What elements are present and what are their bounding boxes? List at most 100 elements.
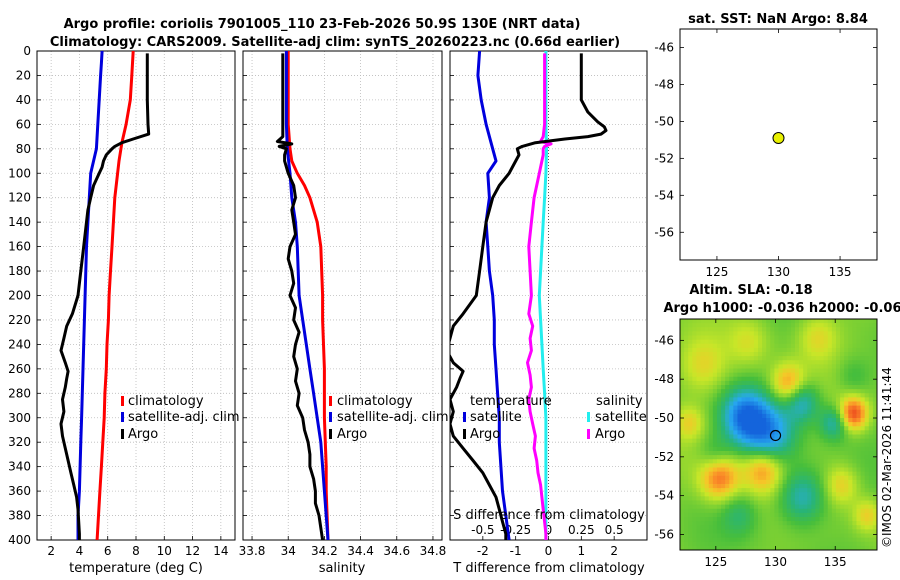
heatmap-cell	[704, 484, 710, 489]
heatmap-cell	[737, 405, 743, 411]
heatmap-cell	[827, 471, 833, 477]
heatmap-cell	[835, 360, 841, 365]
y-tick-label: 320	[8, 435, 31, 449]
heatmap-cell	[872, 488, 877, 493]
heatmap-cell	[774, 409, 780, 415]
heatmap-cell	[856, 356, 862, 361]
heatmap-cell	[725, 372, 730, 378]
heatmap-cell	[811, 418, 817, 423]
heatmap-cell	[811, 376, 817, 382]
heatmap-cell	[725, 331, 730, 337]
heatmap-cell	[725, 389, 730, 394]
heatmap-cell	[840, 471, 845, 477]
heatmap-cell	[729, 521, 734, 526]
heatmap-cell	[721, 459, 726, 464]
heatmap-cell	[790, 360, 796, 365]
heatmap-cell	[856, 323, 862, 328]
heatmap-cell	[774, 545, 780, 550]
heatmap-cell	[872, 335, 877, 341]
heatmap-cell	[852, 517, 858, 522]
heatmap-cell	[749, 418, 755, 423]
heatmap-cell	[856, 401, 862, 407]
heatmap-cell	[680, 389, 685, 394]
heatmap-cell	[848, 459, 853, 464]
heatmap-cell	[688, 434, 693, 440]
heatmap-cell	[708, 545, 714, 550]
heatmap-cell	[766, 541, 771, 547]
heatmap-cell	[811, 372, 817, 378]
heatmap-cell	[864, 323, 870, 328]
heatmap-cell	[799, 389, 804, 394]
heatmap-cell	[835, 422, 841, 427]
heatmap-cell	[745, 475, 751, 481]
heatmap-cell	[708, 525, 714, 530]
heatmap-cell	[786, 331, 792, 337]
heatmap-cell	[807, 356, 812, 361]
heatmap-cell	[753, 409, 759, 415]
heatmap-cell	[762, 475, 767, 481]
heatmap-cell	[696, 430, 702, 436]
heatmap-cell	[799, 521, 804, 526]
heatmap-cell	[803, 418, 808, 423]
heatmap-cell	[753, 500, 759, 506]
y-tick-label: -54	[654, 489, 674, 503]
heatmap-cell	[733, 380, 739, 386]
heatmap-cell	[852, 545, 858, 550]
heatmap-cell	[786, 413, 792, 419]
heatmap-cell	[733, 525, 739, 530]
heatmap-cell	[745, 545, 751, 550]
heatmap-cell	[860, 496, 866, 502]
heatmap-cell	[721, 364, 726, 370]
heatmap-cell	[848, 409, 853, 415]
sst-map-panel: 125 130 135-46-48-50-52-54-56	[654, 28, 878, 279]
heatmap-cell	[762, 347, 767, 353]
heatmap-cell	[708, 376, 714, 382]
heatmap-cell	[790, 500, 796, 506]
heatmap-cell	[827, 455, 833, 460]
heatmap-cell	[696, 339, 702, 345]
heatmap-cell	[688, 385, 693, 390]
legend-swatch-satellite	[121, 412, 124, 422]
heatmap-cell	[700, 397, 706, 403]
heatmap-cell	[712, 372, 718, 378]
heatmap-cell	[684, 512, 689, 518]
heatmap-cell	[692, 364, 698, 370]
heatmap-cell	[696, 521, 702, 526]
heatmap-cell	[794, 364, 800, 370]
heatmap-cell	[790, 413, 796, 419]
heatmap-cell	[840, 434, 845, 440]
heatmap-cell	[741, 422, 747, 427]
heatmap-cell	[848, 471, 853, 477]
heatmap-cell	[749, 438, 755, 444]
heatmap-cell	[782, 488, 788, 493]
heatmap-cell	[840, 545, 845, 550]
heatmap-cell	[844, 347, 849, 353]
heatmap-cell	[762, 442, 767, 448]
heatmap-cell	[782, 451, 788, 456]
heatmap-cell	[757, 376, 763, 382]
heatmap-cell	[807, 484, 812, 489]
heatmap-cell	[782, 335, 788, 341]
heatmap-cell	[786, 500, 792, 506]
heatmap-cell	[819, 364, 825, 370]
heatmap-cell	[741, 508, 747, 514]
heatmap-cell	[803, 529, 808, 535]
x-tick-label: 34.4	[347, 544, 374, 558]
heatmap-cell	[856, 488, 862, 493]
heatmap-cell	[840, 504, 845, 510]
heatmap-cell	[864, 372, 870, 378]
heatmap-cell	[848, 356, 853, 361]
heatmap-cell	[815, 512, 821, 518]
heatmap-cell	[766, 397, 771, 403]
heatmap-cell	[757, 488, 763, 493]
heatmap-cell	[872, 352, 877, 357]
heatmap-cell	[848, 529, 853, 535]
heatmap-cell	[688, 459, 693, 464]
heatmap-cell	[733, 389, 739, 394]
heatmap-cell	[790, 323, 796, 328]
heatmap-cell	[868, 459, 874, 464]
heatmap-cell	[774, 492, 780, 497]
heatmap-cell	[848, 504, 853, 510]
heatmap-cell	[872, 323, 877, 328]
heatmap-cell	[778, 418, 784, 423]
